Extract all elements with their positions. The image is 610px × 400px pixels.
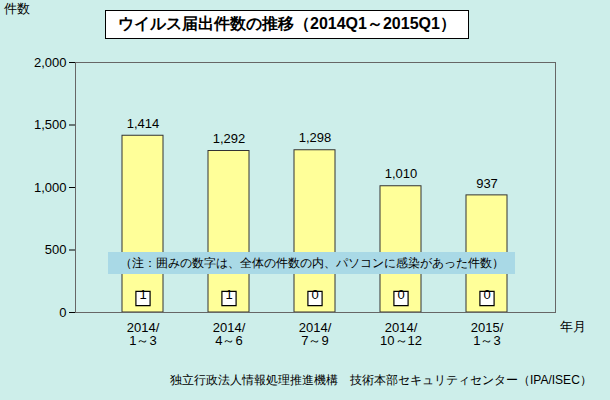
svg-text:2,000: 2,000	[34, 55, 67, 70]
svg-text:500: 500	[45, 242, 67, 257]
html-text:年月: 年月	[560, 319, 586, 334]
svg-text:1,010: 1,010	[385, 166, 418, 181]
svg-text:937: 937	[476, 176, 498, 191]
svg-text:件数: 件数	[4, 1, 30, 16]
svg-text:2015/1～3: 2015/1～3	[471, 320, 504, 348]
svg-text:2014/10～12: 2014/10～12	[380, 320, 422, 348]
svg-text:2014/1～3: 2014/1～3	[127, 320, 160, 348]
html-text:（注：囲みの数字は、全体の件数の内、パソコンに感染があった件: （注：囲みの数字は、全体の件数の内、パソコンに感染があった件数）	[119, 256, 504, 270]
svg-text:1,292: 1,292	[213, 131, 246, 146]
svg-text:2014/7～9: 2014/7～9	[299, 320, 332, 348]
svg-text:0: 0	[397, 287, 404, 302]
svg-text:1,298: 1,298	[299, 130, 332, 145]
svg-text:1,000: 1,000	[34, 180, 67, 195]
svg-text:0: 0	[59, 305, 66, 320]
svg-text:1: 1	[225, 287, 232, 302]
html-text:独立行政法人情報処理推進機構 技術本部セキュリティセンター（: 独立行政法人情報処理推進機構 技術本部セキュリティセンター（IPA/ISEC）	[170, 373, 592, 387]
svg-text:1: 1	[139, 287, 146, 302]
svg-text:1,414: 1,414	[127, 116, 160, 131]
svg-text:0: 0	[311, 287, 318, 302]
svg-text:2014/4～6: 2014/4～6	[213, 320, 246, 348]
svg-text:1,500: 1,500	[34, 117, 67, 132]
svg-text:0: 0	[483, 287, 490, 302]
html-text:ウイルス届出件数の推移（2014Q1～2015Q1）: ウイルス届出件数の推移（2014Q1～2015Q1）	[118, 15, 456, 32]
